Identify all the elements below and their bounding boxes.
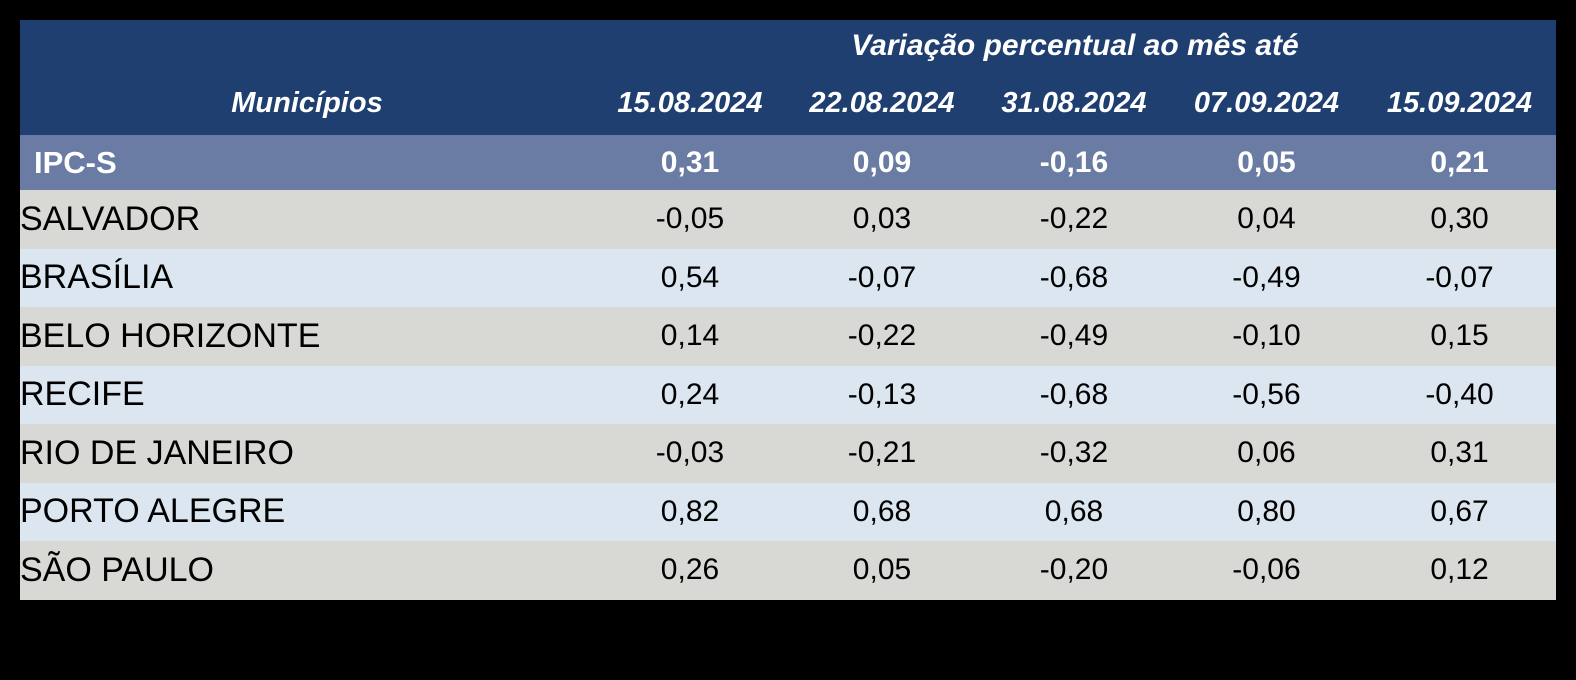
row-value: -0,56 <box>1170 365 1363 424</box>
ipcs-variation-table: Variação percentual ao mês até Município… <box>20 20 1557 600</box>
row-value: -0,40 <box>1363 365 1557 424</box>
row-value: 0,30 <box>1363 190 1557 249</box>
summary-value: 0,09 <box>786 135 978 190</box>
column-header-date-5: 15.09.2024 <box>1363 72 1557 135</box>
table-row-porto-alegre: PORTO ALEGRE 0,82 0,68 0,68 0,80 0,67 <box>20 482 1557 541</box>
row-value: 0,24 <box>594 365 786 424</box>
summary-value: 0,21 <box>1363 135 1557 190</box>
row-label: BRASÍLIA <box>20 248 594 307</box>
summary-row-ipcs: IPC-S 0,31 0,09 -0,16 0,05 0,21 <box>20 135 1557 190</box>
row-value: 0,05 <box>786 541 978 600</box>
table-group-header-row: Variação percentual ao mês até <box>20 20 1557 72</box>
row-value: 0,26 <box>594 541 786 600</box>
row-value: -0,07 <box>786 248 978 307</box>
row-value: -0,21 <box>786 424 978 483</box>
row-value: 0,68 <box>978 482 1170 541</box>
row-value: -0,32 <box>978 424 1170 483</box>
row-value: 0,15 <box>1363 307 1557 366</box>
row-label: SALVADOR <box>20 190 594 249</box>
row-value: 0,06 <box>1170 424 1363 483</box>
summary-value: -0,16 <box>978 135 1170 190</box>
group-header-spacer <box>20 20 594 72</box>
row-value: -0,20 <box>978 541 1170 600</box>
column-header-municipios: Municípios <box>20 72 594 135</box>
row-label: RIO DE JANEIRO <box>20 424 594 483</box>
table-column-header-row: Municípios 15.08.2024 22.08.2024 31.08.2… <box>20 72 1557 135</box>
row-label: BELO HORIZONTE <box>20 307 594 366</box>
table-row-belo-horizonte: BELO HORIZONTE 0,14 -0,22 -0,49 -0,10 0,… <box>20 307 1557 366</box>
column-header-date-2: 22.08.2024 <box>786 72 978 135</box>
row-label: PORTO ALEGRE <box>20 482 594 541</box>
row-value: -0,07 <box>1363 248 1557 307</box>
column-header-date-4: 07.09.2024 <box>1170 72 1363 135</box>
row-value: -0,03 <box>594 424 786 483</box>
row-value: 0,67 <box>1363 482 1557 541</box>
row-value: -0,49 <box>1170 248 1363 307</box>
row-value: 0,68 <box>786 482 978 541</box>
row-value: 0,14 <box>594 307 786 366</box>
row-value: 0,54 <box>594 248 786 307</box>
table-row-rio-de-janeiro: RIO DE JANEIRO -0,03 -0,21 -0,32 0,06 0,… <box>20 424 1557 483</box>
row-value: -0,13 <box>786 365 978 424</box>
row-value: 0,80 <box>1170 482 1363 541</box>
column-header-date-3: 31.08.2024 <box>978 72 1170 135</box>
row-value: 0,04 <box>1170 190 1363 249</box>
row-value: -0,10 <box>1170 307 1363 366</box>
column-header-date-1: 15.08.2024 <box>594 72 786 135</box>
table-title: Variação percentual ao mês até <box>594 20 1557 72</box>
row-value: 0,12 <box>1363 541 1557 600</box>
row-value: -0,68 <box>978 248 1170 307</box>
row-label: SÃO PAULO <box>20 541 594 600</box>
row-value: -0,68 <box>978 365 1170 424</box>
table-row-recife: RECIFE 0,24 -0,13 -0,68 -0,56 -0,40 <box>20 365 1557 424</box>
summary-row-label: IPC-S <box>20 135 594 190</box>
table-row-brasilia: BRASÍLIA 0,54 -0,07 -0,68 -0,49 -0,07 <box>20 248 1557 307</box>
row-value: -0,22 <box>786 307 978 366</box>
table-row-sao-paulo: SÃO PAULO 0,26 0,05 -0,20 -0,06 0,12 <box>20 541 1557 600</box>
row-value: 0,03 <box>786 190 978 249</box>
row-value: -0,49 <box>978 307 1170 366</box>
row-value: 0,82 <box>594 482 786 541</box>
row-value: 0,31 <box>1363 424 1557 483</box>
summary-value: 0,05 <box>1170 135 1363 190</box>
row-value: -0,05 <box>594 190 786 249</box>
row-value: -0,22 <box>978 190 1170 249</box>
row-value: -0,06 <box>1170 541 1363 600</box>
summary-value: 0,31 <box>594 135 786 190</box>
table-row-salvador: SALVADOR -0,05 0,03 -0,22 0,04 0,30 <box>20 190 1557 249</box>
row-label: RECIFE <box>20 365 594 424</box>
